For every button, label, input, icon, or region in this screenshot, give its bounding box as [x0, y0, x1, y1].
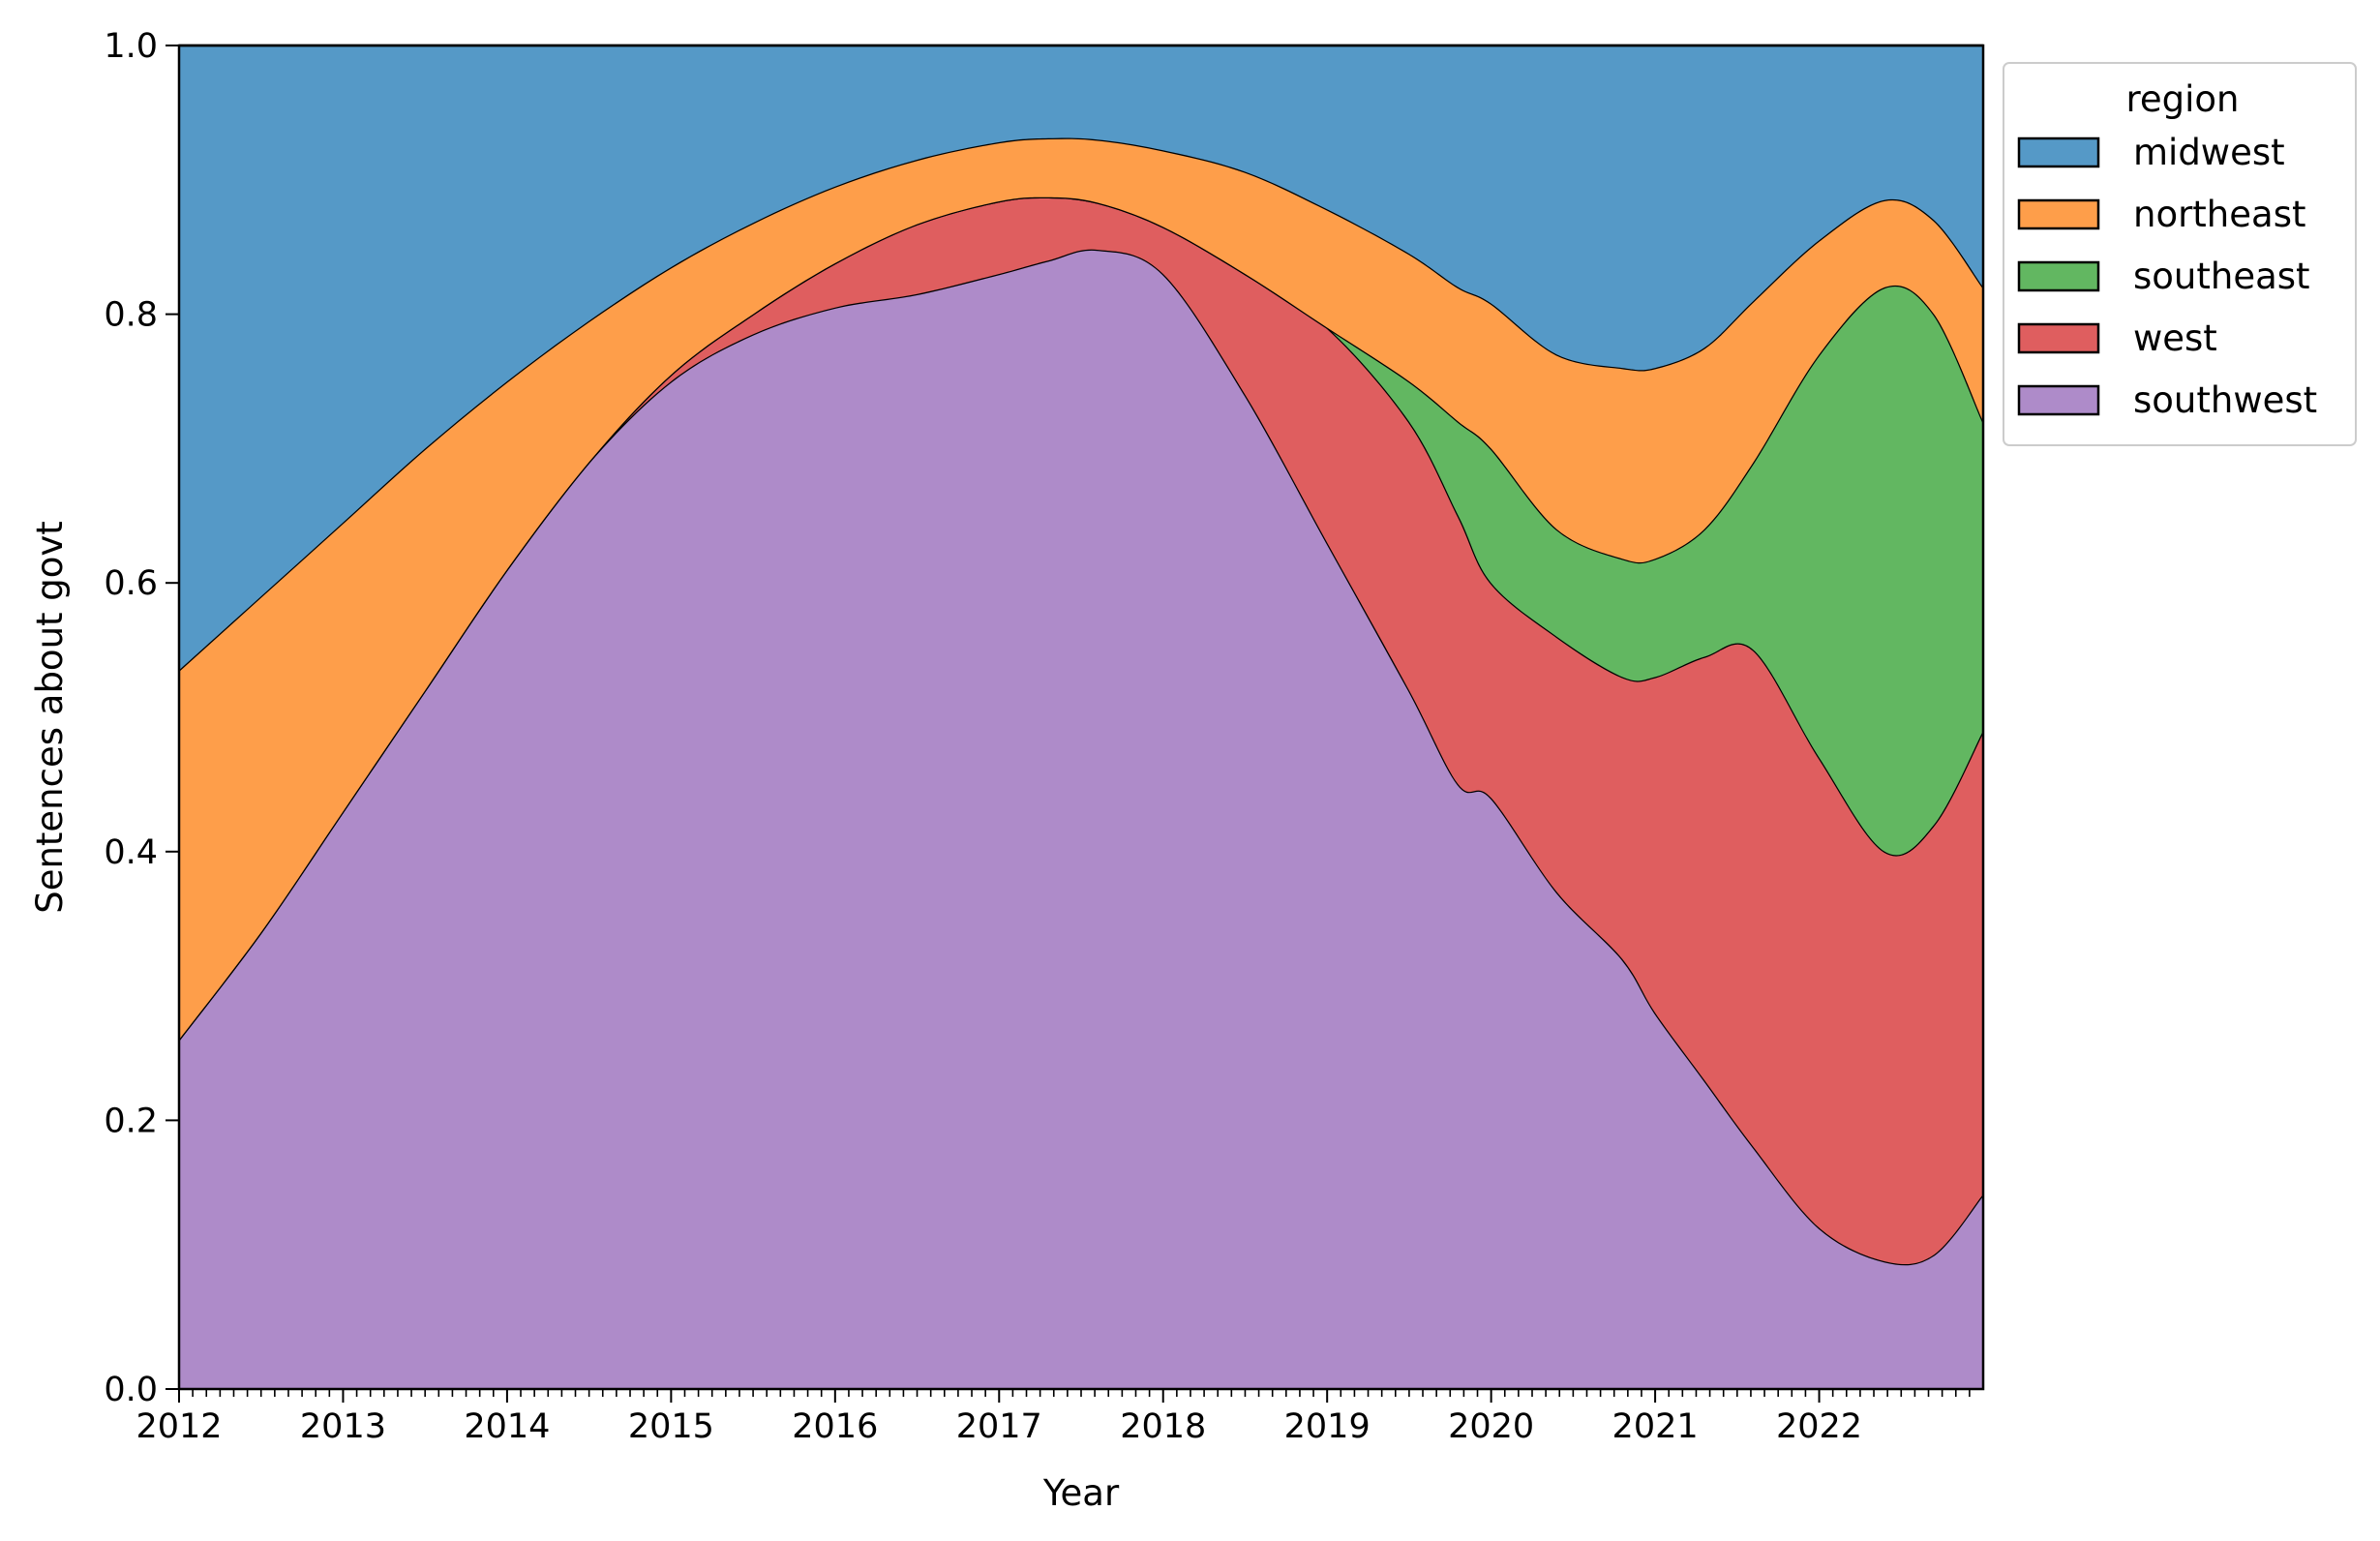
x-tick-label: 2015 [628, 1407, 714, 1446]
legend-label-west: west [2133, 317, 2217, 359]
x-tick-label: 2020 [1448, 1407, 1534, 1446]
x-tick-label: 2021 [1612, 1407, 1699, 1446]
y-tick-label: 1.0 [104, 27, 158, 66]
y-tick-label: 0.6 [104, 564, 158, 603]
legend-swatch-southwest [2017, 384, 2100, 416]
x-axis-label: Year [1042, 1472, 1120, 1514]
x-tick-label: 2018 [1120, 1407, 1206, 1446]
y-tick-label: 0.4 [104, 833, 158, 872]
x-tick-label: 2013 [300, 1407, 386, 1446]
y-axis-label: Sentences about govt [29, 521, 71, 914]
legend: region midwest northeast southeast west sout… [2003, 62, 2357, 446]
area-west [179, 196, 1983, 1265]
x-tick-label: 2019 [1284, 1407, 1371, 1446]
y-tick-label: 0.8 [104, 296, 158, 335]
area-southeast [179, 196, 1983, 1041]
x-tick-label: 2014 [464, 1407, 550, 1446]
x-tick-label: 2017 [956, 1407, 1042, 1446]
area-midwest [179, 45, 1983, 671]
legend-swatch-west [2017, 322, 2100, 354]
legend-label-northeast: northeast [2133, 194, 2305, 235]
legend-label-midwest: midwest [2133, 132, 2285, 173]
area-northeast [179, 137, 1983, 1041]
area-southwest [179, 249, 1983, 1389]
legend-swatch-northeast [2017, 198, 2100, 230]
x-tick-label: 2012 [136, 1407, 222, 1446]
legend-label-southeast: southeast [2133, 256, 2310, 297]
legend-swatch-southeast [2017, 260, 2100, 292]
x-axis: 2012 2013 2014 2015 2016 2017 2018 2019 2020 2021… [136, 1389, 1971, 1446]
area-layers [178, 44, 1985, 1389]
y-axis: 0.0 0.2 0.4 0.6 0.8 1.0 [104, 27, 179, 1409]
y-tick-label: 0.0 [104, 1371, 158, 1409]
y-tick-label: 0.2 [104, 1102, 158, 1140]
x-tick-label: 2022 [1776, 1407, 1862, 1446]
x-tick-label: 2016 [792, 1407, 878, 1446]
legend-label-southwest: southwest [2133, 379, 2317, 421]
legend-swatch-midwest [2017, 136, 2100, 168]
legend-title: region [2125, 78, 2239, 120]
